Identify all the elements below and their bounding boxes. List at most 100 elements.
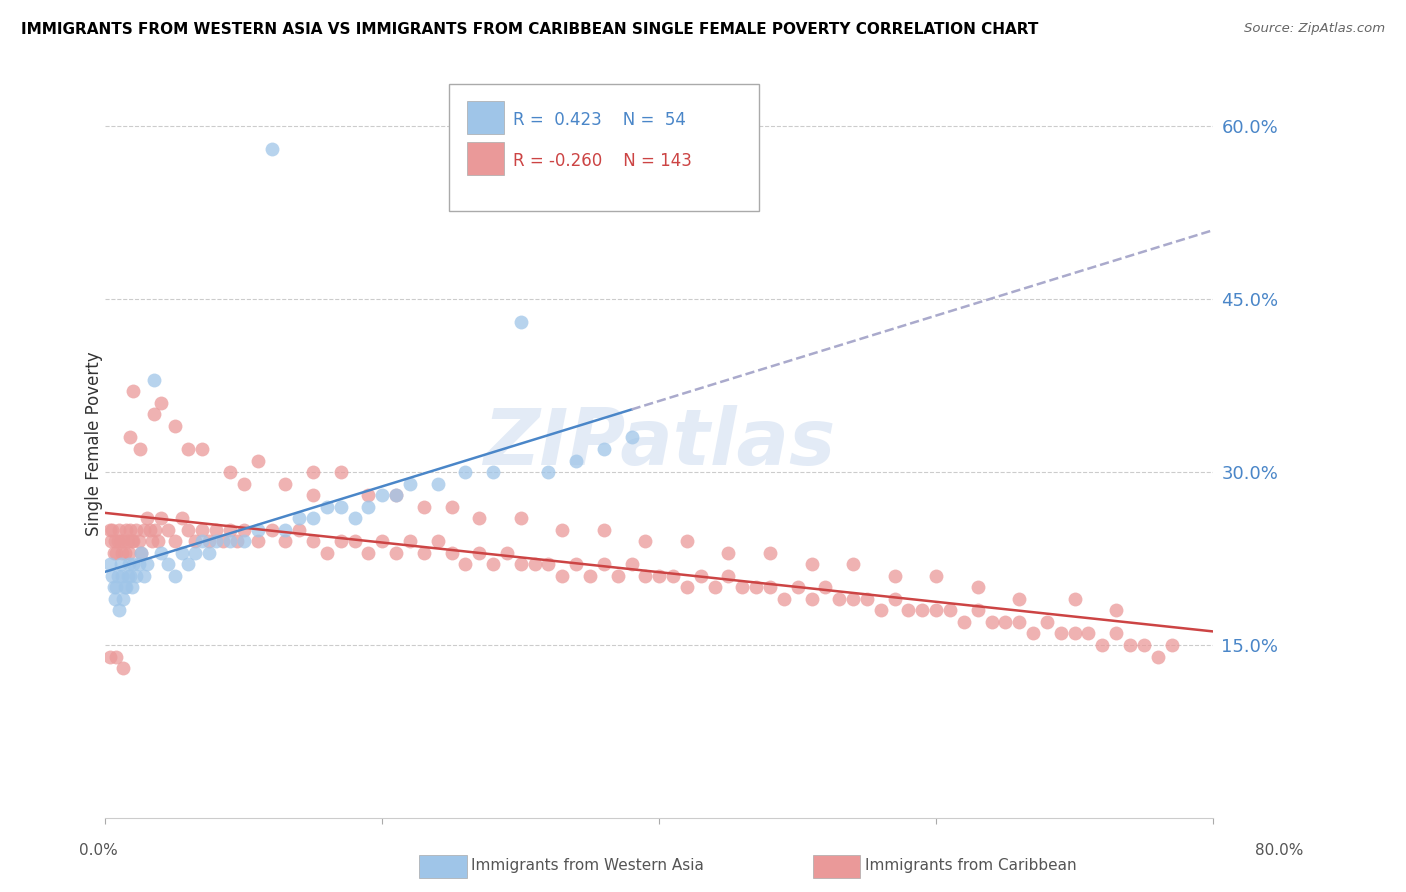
Point bbox=[676, 534, 699, 549]
Point bbox=[1160, 638, 1182, 652]
Point bbox=[1077, 626, 1099, 640]
Point bbox=[136, 558, 159, 572]
Point bbox=[925, 569, 948, 583]
Point bbox=[98, 523, 121, 537]
Point bbox=[274, 523, 297, 537]
Point bbox=[232, 534, 254, 549]
Point bbox=[156, 523, 179, 537]
Point bbox=[128, 558, 150, 572]
Point bbox=[1105, 603, 1128, 617]
Point bbox=[136, 511, 159, 525]
Point bbox=[689, 569, 711, 583]
Point bbox=[288, 511, 311, 525]
Point bbox=[120, 430, 142, 444]
Point bbox=[828, 591, 851, 606]
Point bbox=[551, 569, 574, 583]
Point bbox=[115, 523, 138, 537]
FancyBboxPatch shape bbox=[467, 101, 505, 134]
Point bbox=[129, 442, 152, 456]
Point bbox=[111, 546, 134, 560]
Point bbox=[412, 500, 434, 514]
Point bbox=[117, 569, 139, 583]
Point bbox=[814, 580, 837, 594]
Point bbox=[163, 534, 186, 549]
Point bbox=[703, 580, 725, 594]
Point bbox=[399, 534, 422, 549]
Point bbox=[1105, 626, 1128, 640]
Point bbox=[125, 523, 148, 537]
Point bbox=[316, 500, 339, 514]
Text: IMMIGRANTS FROM WESTERN ASIA VS IMMIGRANTS FROM CARIBBEAN SINGLE FEMALE POVERTY : IMMIGRANTS FROM WESTERN ASIA VS IMMIGRAN… bbox=[21, 22, 1039, 37]
Point bbox=[911, 603, 934, 617]
Point bbox=[357, 500, 380, 514]
Point bbox=[385, 488, 408, 502]
Point bbox=[232, 476, 254, 491]
Point bbox=[101, 523, 124, 537]
Point bbox=[731, 580, 754, 594]
Point bbox=[184, 546, 207, 560]
Point bbox=[141, 534, 163, 549]
Point bbox=[454, 558, 477, 572]
Point bbox=[1063, 626, 1085, 640]
Point bbox=[212, 534, 235, 549]
Point bbox=[274, 476, 297, 491]
Point bbox=[260, 523, 283, 537]
Point bbox=[198, 534, 221, 549]
Point bbox=[468, 511, 491, 525]
Point bbox=[800, 591, 823, 606]
Point bbox=[856, 591, 879, 606]
Point bbox=[138, 523, 160, 537]
Point bbox=[745, 580, 768, 594]
Point bbox=[440, 500, 463, 514]
Point bbox=[163, 418, 186, 433]
Point bbox=[440, 546, 463, 560]
Point bbox=[717, 546, 740, 560]
Point bbox=[149, 511, 172, 525]
Point bbox=[205, 534, 228, 549]
Point bbox=[143, 523, 166, 537]
Point bbox=[994, 615, 1017, 629]
Point bbox=[966, 603, 988, 617]
Point bbox=[592, 558, 614, 572]
Point bbox=[343, 534, 366, 549]
Point bbox=[118, 558, 141, 572]
Point bbox=[107, 534, 129, 549]
Point bbox=[357, 488, 380, 502]
Point bbox=[1049, 626, 1071, 640]
Point bbox=[226, 534, 249, 549]
Point bbox=[537, 465, 560, 479]
FancyBboxPatch shape bbox=[467, 142, 505, 175]
Point bbox=[219, 534, 242, 549]
Point bbox=[149, 546, 172, 560]
Point bbox=[105, 580, 128, 594]
Point bbox=[1008, 615, 1031, 629]
Point bbox=[170, 511, 193, 525]
Point bbox=[482, 465, 505, 479]
Point bbox=[329, 534, 352, 549]
Point bbox=[98, 558, 121, 572]
Point bbox=[115, 580, 138, 594]
Point bbox=[1063, 591, 1085, 606]
Point bbox=[1119, 638, 1142, 652]
Point bbox=[662, 569, 685, 583]
Point bbox=[620, 430, 643, 444]
Point bbox=[142, 373, 165, 387]
FancyBboxPatch shape bbox=[449, 84, 759, 211]
Point bbox=[122, 558, 145, 572]
Point bbox=[371, 534, 394, 549]
Point bbox=[1022, 626, 1045, 640]
Point bbox=[399, 476, 422, 491]
Point bbox=[966, 580, 988, 594]
Point bbox=[170, 546, 193, 560]
Point bbox=[121, 580, 143, 594]
Point bbox=[371, 488, 394, 502]
Point bbox=[426, 534, 449, 549]
Point bbox=[191, 523, 214, 537]
Point bbox=[759, 580, 782, 594]
Point bbox=[101, 569, 124, 583]
Point bbox=[108, 603, 131, 617]
Point bbox=[842, 558, 865, 572]
Point bbox=[1008, 591, 1031, 606]
Point bbox=[114, 546, 136, 560]
Point bbox=[842, 591, 865, 606]
